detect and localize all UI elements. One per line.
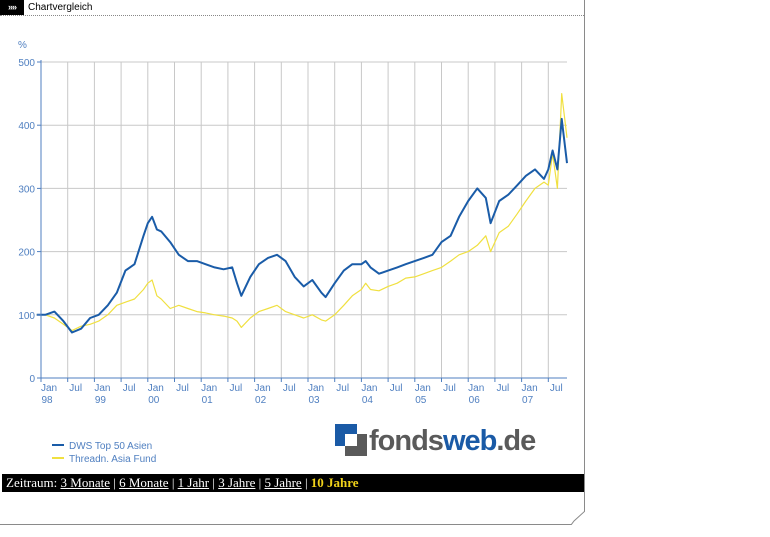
x-tick-year-label: 06: [469, 395, 481, 406]
chart-grid: [40, 61, 567, 378]
timeframe-1-year-link[interactable]: 1 Jahr: [177, 475, 210, 490]
y-axis-label: %: [18, 40, 27, 51]
x-tick-label: Jan: [415, 383, 431, 394]
x-tick-year-label: 04: [362, 395, 374, 406]
x-tick-year-label: 05: [415, 395, 427, 406]
x-tick-year-label: 99: [95, 395, 107, 406]
x-tick-year-label: 03: [308, 395, 320, 406]
x-tick-label: Jul: [443, 383, 456, 394]
y-tick-label: 0: [29, 374, 35, 385]
x-tick-label: Jul: [69, 383, 82, 394]
panel-header: »» Chartvergleich: [0, 0, 584, 16]
x-tick-label: Jan: [308, 383, 324, 394]
x-tick-label: Jan: [361, 383, 377, 394]
x-tick-label: Jul: [550, 383, 563, 394]
logo-part-web: web: [442, 425, 497, 457]
timeframe-3-years-link[interactable]: 3 Jahre: [218, 475, 256, 490]
chart-panel: »» Chartvergleich 0 100 200 300 400 500% Jan 98…: [0, 0, 585, 525]
chart-series: [36, 92, 568, 334]
x-tick-year-label: 01: [202, 395, 214, 406]
x-tick-label: Jul: [283, 383, 296, 394]
x-tick-label: Jan: [94, 383, 110, 394]
panel-title: Chartvergleich: [28, 2, 93, 13]
logo-part-tld: .de: [496, 425, 536, 457]
x-tick-label: Jan: [148, 383, 164, 394]
series-line-dws-top-50-asien: [36, 117, 568, 334]
series-line-threadn-asia-fund: [36, 92, 568, 332]
x-tick-label: Jul: [230, 383, 243, 394]
y-tick-label: 500: [18, 58, 35, 69]
timeframe-3-months-link[interactable]: 3 Monate: [60, 475, 110, 490]
legend-label: Threadn. Asia Fund: [69, 454, 156, 465]
y-tick-label: 200: [18, 248, 35, 259]
x-tick-label: Jul: [176, 383, 189, 394]
y-tick-label: 400: [18, 121, 35, 132]
x-tick-label: Jan: [41, 383, 57, 394]
y-tick-label: 100: [18, 311, 35, 322]
fondsweb-logo-mark-icon: [335, 424, 367, 456]
timeframe-5-years-link[interactable]: 5 Jahre: [264, 475, 302, 490]
x-tick-label: Jul: [390, 383, 403, 394]
x-tick-label: Jul: [123, 383, 136, 394]
page-curl-icon: [571, 511, 585, 525]
timeframe-10-years-active: 10 Jahre: [310, 475, 359, 490]
x-tick-year-label: 02: [255, 395, 267, 406]
legend-label: DWS Top 50 Asien: [69, 441, 152, 452]
x-tick-label: Jul: [497, 383, 510, 394]
header-arrows-icon: »»: [0, 0, 24, 15]
timeframe-bar: Zeitraum: 3 Monate | 6 Monate | 1 Jahr |…: [2, 474, 584, 492]
x-tick-year-label: 07: [522, 395, 534, 406]
timeframe-6-months-link[interactable]: 6 Monate: [119, 475, 169, 490]
x-tick-label: Jul: [336, 383, 349, 394]
fondsweb-logo-text: fondsweb.de: [369, 424, 536, 458]
chart-legend: DWS Top 50 Asien Threadn. Asia Fund: [52, 441, 156, 465]
y-tick-label: 300: [18, 184, 35, 195]
timeframe-label: Zeitraum:: [6, 475, 58, 490]
x-tick-label: Jan: [201, 383, 217, 394]
logo-part-fonds: fonds: [369, 425, 444, 457]
x-tick-label: Jan: [468, 383, 484, 394]
x-tick-year-label: 98: [41, 395, 53, 406]
x-tick-year-label: 00: [148, 395, 160, 406]
x-tick-label: Jan: [522, 383, 538, 394]
x-tick-label: Jan: [255, 383, 271, 394]
